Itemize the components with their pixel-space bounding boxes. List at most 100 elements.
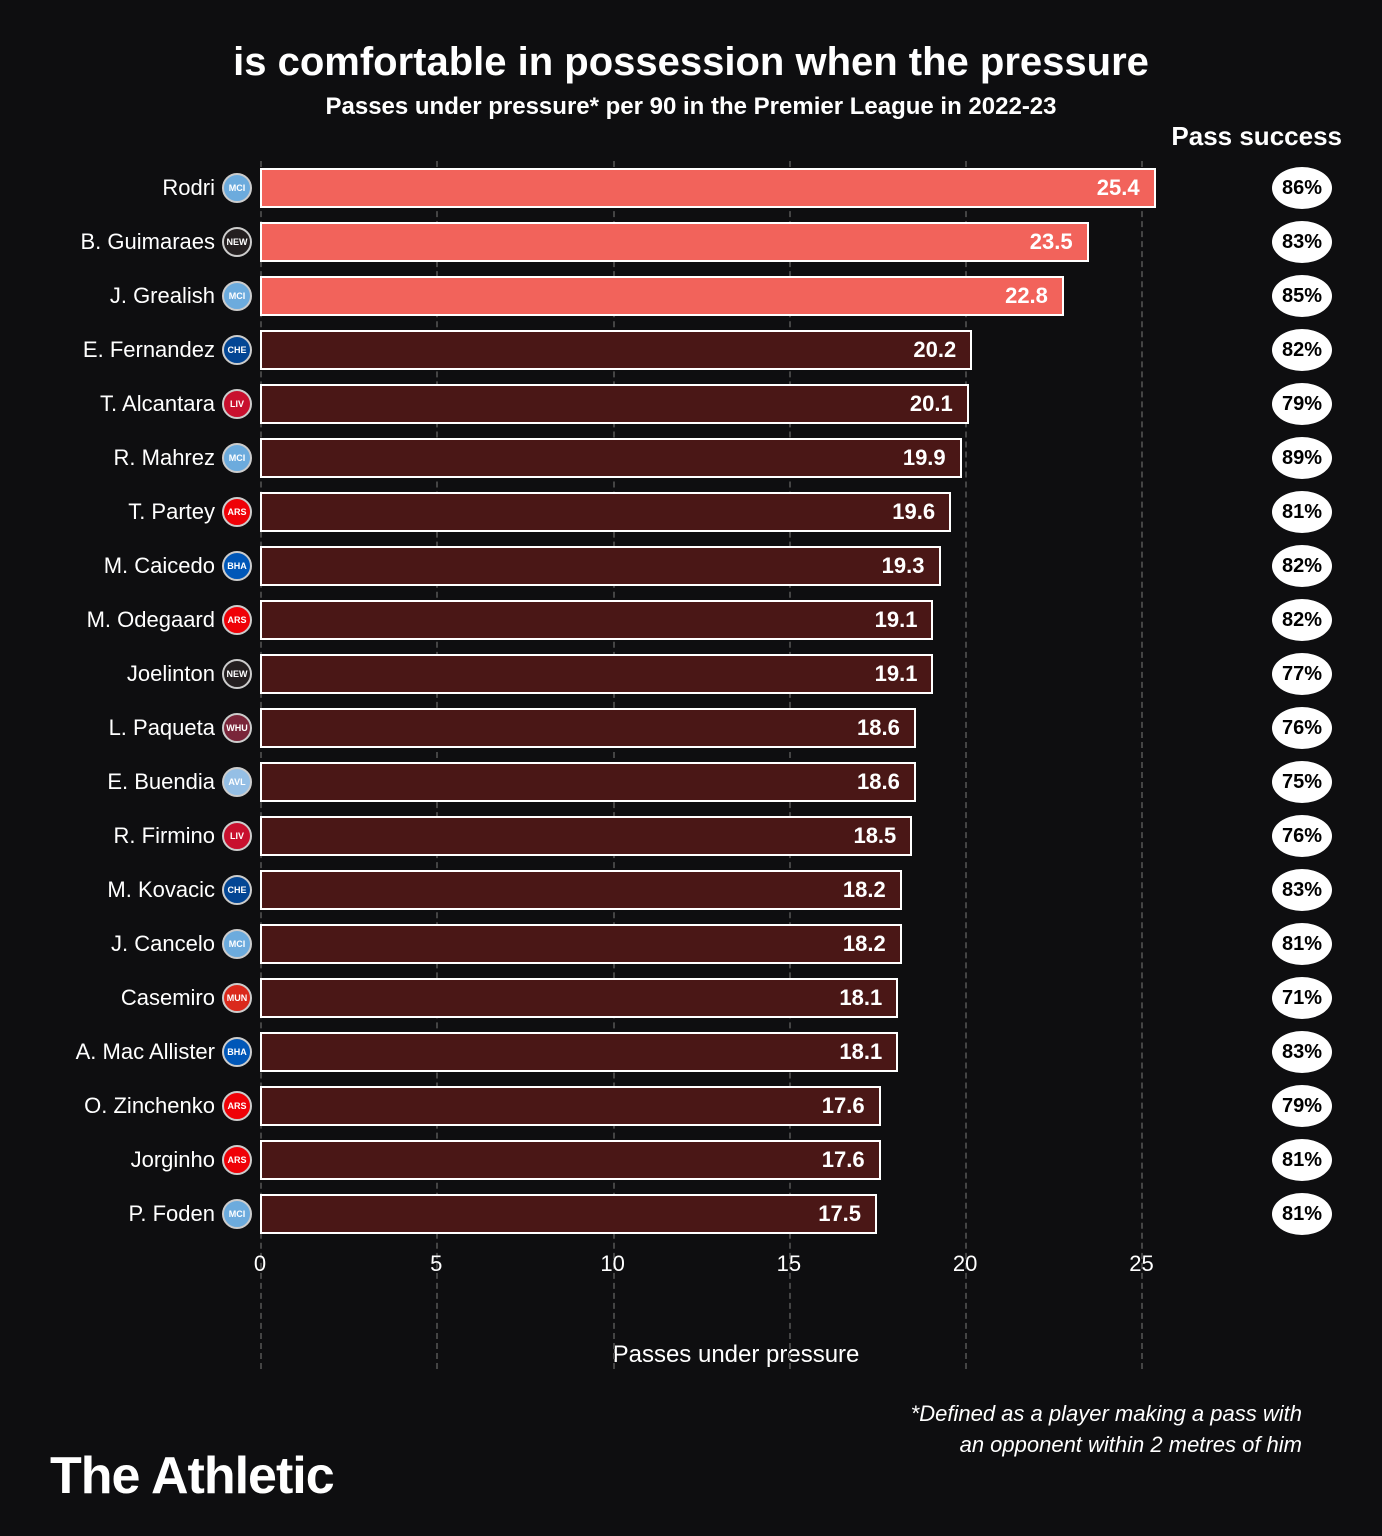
bar: 19.3 [260,546,941,586]
pass-success-header: Pass success [1171,121,1342,152]
pass-success-pill: 83% [1272,221,1332,263]
player-label: Jorginho [60,1147,215,1173]
chart-rows: RodriMCI25.486%B. GuimaraesNEW23.583%J. … [260,161,1212,1241]
bar-track: 19.1 [260,600,1212,640]
bar-track: 20.1 [260,384,1212,424]
pass-success-pill: 86% [1272,167,1332,209]
pass-success-pill: 83% [1272,1031,1332,1073]
pass-success-pill: 79% [1272,383,1332,425]
player-label: Casemiro [60,985,215,1011]
bar-track: 18.6 [260,708,1212,748]
pass-success-pill: 85% [1272,275,1332,317]
bar-track: 22.8 [260,276,1212,316]
player-label: Rodri [60,175,215,201]
x-tick-label: 0 [254,1251,266,1277]
player-label: M. Odegaard [60,607,215,633]
bar-track: 17.5 [260,1194,1212,1234]
bar: 17.6 [260,1140,881,1180]
bar-track: 18.2 [260,870,1212,910]
chart-row: A. Mac AllisterBHA18.183% [260,1025,1212,1079]
chart-row: T. AlcantaraLIV20.179% [260,377,1212,431]
chart-row: T. ParteyARS19.681% [260,485,1212,539]
pass-success-pill: 79% [1272,1085,1332,1127]
club-badge-icon: WHU [222,713,252,743]
chart-row: M. KovacicCHE18.283% [260,863,1212,917]
player-label: T. Partey [60,499,215,525]
bar-track: 23.5 [260,222,1212,262]
player-label: M. Kovacic [60,877,215,903]
bar-track: 18.1 [260,978,1212,1018]
pass-success-pill: 81% [1272,1193,1332,1235]
brand-logo: The Athletic [50,1446,334,1506]
club-badge-icon: AVL [222,767,252,797]
player-label: E. Buendia [60,769,215,795]
bar: 19.6 [260,492,951,532]
bar: 18.6 [260,762,916,802]
pass-success-pill: 83% [1272,869,1332,911]
bar: 18.2 [260,870,902,910]
club-badge-icon: MCI [222,281,252,311]
x-tick-label: 10 [600,1251,624,1277]
footnote-line: *Defined as a player making a pass with [60,1399,1302,1430]
pass-success-pill: 81% [1272,1139,1332,1181]
club-badge-icon: CHE [222,335,252,365]
bar: 17.6 [260,1086,881,1126]
player-label: R. Mahrez [60,445,215,471]
bar-track: 17.6 [260,1140,1212,1180]
player-label: J. Grealish [60,283,215,309]
chart-row: J. CanceloMCI18.281% [260,917,1212,971]
pass-success-pill: 77% [1272,653,1332,695]
bar: 25.4 [260,168,1156,208]
chart-row: E. BuendiaAVL18.675% [260,755,1212,809]
bar-track: 17.6 [260,1086,1212,1126]
chart-row: M. CaicedoBHA19.382% [260,539,1212,593]
club-badge-icon: ARS [222,497,252,527]
club-badge-icon: LIV [222,821,252,851]
bar-track: 19.6 [260,492,1212,532]
chart-row: CasemiroMUN18.171% [260,971,1212,1025]
bar: 22.8 [260,276,1064,316]
x-axis-label: Passes under pressure [260,1341,1212,1369]
x-tick-label: 15 [777,1251,801,1277]
player-label: Joelinton [60,661,215,687]
chart-row: R. FirminoLIV18.576% [260,809,1212,863]
pass-success-pill: 82% [1272,545,1332,587]
chart-row: P. FodenMCI17.581% [260,1187,1212,1241]
bar-track: 18.5 [260,816,1212,856]
bar-track: 18.1 [260,1032,1212,1072]
pass-success-pill: 81% [1272,491,1332,533]
chart-row: R. MahrezMCI19.989% [260,431,1212,485]
club-badge-icon: ARS [222,605,252,635]
chart-area: Pass success RodriMCI25.486%B. Guimaraes… [260,161,1212,1369]
x-tick-label: 25 [1129,1251,1153,1277]
club-badge-icon: BHA [222,1037,252,1067]
player-label: J. Cancelo [60,931,215,957]
pass-success-pill: 82% [1272,599,1332,641]
bar: 18.1 [260,978,898,1018]
bar: 19.1 [260,600,933,640]
pass-success-pill: 71% [1272,977,1332,1019]
chart-row: JorginhoARS17.681% [260,1133,1212,1187]
club-badge-icon: MCI [222,443,252,473]
bar-track: 20.2 [260,330,1212,370]
pass-success-pill: 81% [1272,923,1332,965]
pass-success-pill: 89% [1272,437,1332,479]
player-label: P. Foden [60,1201,215,1227]
x-axis: 0510152025 [260,1251,1212,1291]
pass-success-pill: 76% [1272,707,1332,749]
club-badge-icon: NEW [222,659,252,689]
bar-track: 25.4 [260,168,1212,208]
player-label: R. Firmino [60,823,215,849]
x-tick-label: 20 [953,1251,977,1277]
chart-row: M. OdegaardARS19.182% [260,593,1212,647]
chart-row: RodriMCI25.486% [260,161,1212,215]
club-badge-icon: MCI [222,173,252,203]
player-label: T. Alcantara [60,391,215,417]
chart-row: E. FernandezCHE20.282% [260,323,1212,377]
pass-success-pill: 76% [1272,815,1332,857]
chart-row: J. GrealishMCI22.885% [260,269,1212,323]
pass-success-pill: 75% [1272,761,1332,803]
bar: 20.2 [260,330,972,370]
bar: 18.5 [260,816,912,856]
bar: 19.9 [260,438,962,478]
